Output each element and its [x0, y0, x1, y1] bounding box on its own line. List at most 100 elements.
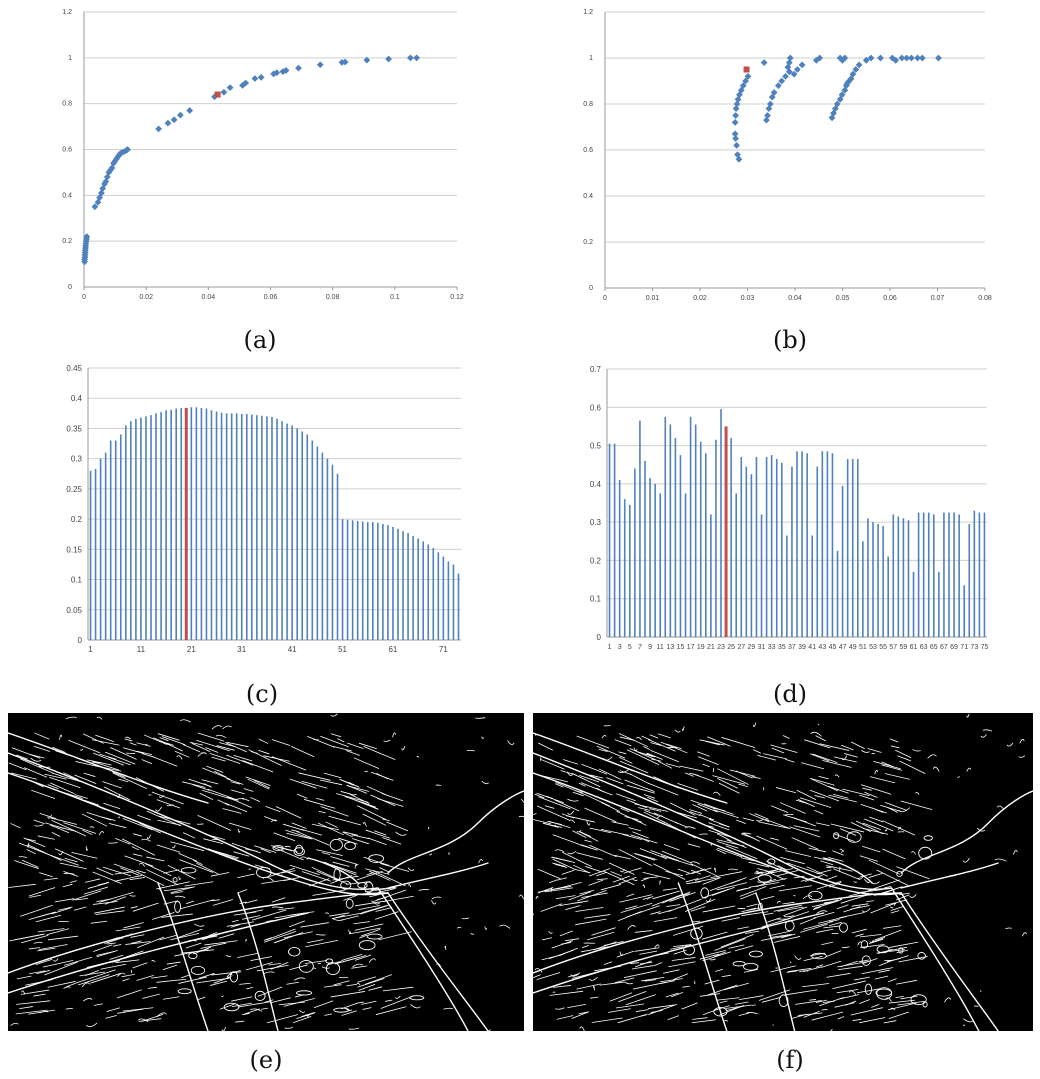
edge-f-edge-stroke — [639, 848, 668, 860]
edge-f-edge-stroke — [980, 734, 987, 738]
edge-e-edge-stroke — [189, 741, 204, 746]
edge-e-edge-stroke — [212, 899, 233, 906]
edge-e-edge-stroke — [263, 937, 272, 941]
edge-f-edge-stroke — [812, 906, 821, 910]
edge-f-edge-loop — [896, 870, 903, 877]
edge-e-edge-stroke — [14, 933, 45, 941]
edge-f-edge-stroke — [629, 748, 656, 761]
edge-e-edge-stroke — [365, 829, 391, 839]
chart-d-bar — [846, 458, 849, 637]
edge-e-edge-stroke — [300, 922, 329, 928]
edge-f-edge-stroke — [740, 857, 755, 862]
edge-e-edge-stroke — [22, 859, 39, 868]
edge-e-edge-stroke — [118, 816, 120, 819]
chart-d-xtick-label: 29 — [748, 644, 756, 651]
edge-e-edge-stroke — [83, 733, 104, 744]
edge-f-edge-stroke — [784, 813, 794, 816]
caption-e: (e) — [249, 1046, 283, 1074]
edge-e-edge-stroke — [265, 806, 281, 813]
edge-f-edge-stroke — [596, 871, 607, 877]
chart-c-bar — [402, 531, 404, 640]
edge-e-edge-stroke — [81, 969, 116, 982]
edge-e-edge-stroke — [337, 738, 345, 743]
chart-c-ytick-label: 0.4 — [71, 394, 83, 403]
edge-f-edge-stroke — [575, 907, 604, 912]
edge-e-edge-stroke — [340, 915, 359, 921]
edge-f-edge-stroke — [852, 1018, 862, 1021]
edge-e-edge-stroke — [214, 770, 227, 778]
edge-f-edge-stroke — [863, 828, 889, 835]
edge-f-edge-stroke — [757, 755, 776, 761]
chart-c-bar — [114, 440, 117, 640]
edge-e-edge-stroke — [362, 1007, 372, 1010]
chart-c: 0 0.05 0.1 0.15 0.2 0.25 0.3 0.35 0.4 0.45 1 11 21 31… — [0, 358, 520, 658]
edge-e-edge-stroke — [170, 886, 196, 894]
edge-e-edge-stroke — [221, 1026, 226, 1032]
edge-f-edge-stroke — [538, 796, 571, 810]
edge-f-edge-stroke — [862, 787, 872, 791]
edge-e-edge-stroke — [137, 814, 151, 821]
edge-e-edge-stroke — [92, 901, 118, 905]
edge-e-edge-stroke — [33, 942, 43, 944]
edge-f-edge-stroke — [797, 799, 815, 807]
chart-d-bar — [806, 453, 808, 637]
edge-f-edge-stroke — [881, 761, 894, 768]
edge-e-edge-stroke — [382, 986, 414, 992]
edge-f-edge-stroke — [754, 813, 769, 820]
edge-e-edge-stroke — [179, 899, 215, 910]
edge-f-edge-stroke — [653, 962, 663, 967]
edge-e-edge-stroke — [181, 781, 206, 788]
edge-e-edge-stroke — [69, 880, 77, 883]
edge-f-edge-stroke — [699, 739, 725, 746]
edge-f-edge-stroke — [567, 851, 576, 855]
edge-f-edge-stroke — [694, 875, 711, 881]
edge-f-edge-stroke — [663, 821, 696, 839]
chart-d-xtick-label: 39 — [798, 644, 806, 651]
edge-f-edge-stroke — [596, 745, 626, 759]
edge-f-edge-stroke — [625, 994, 656, 1006]
edge-f-edge-stroke — [699, 814, 713, 821]
chart-c-bar — [175, 408, 178, 640]
caption-c: (c) — [245, 680, 279, 708]
edge-f-edge-stroke — [1006, 742, 1014, 747]
edge-e-edge-stroke — [263, 931, 296, 943]
edge-f-edge-stroke — [589, 996, 599, 999]
edge-image-f — [525, 713, 1034, 1034]
edge-f-edge-stroke — [532, 752, 893, 890]
edge-e-edge-stroke — [387, 862, 489, 889]
chart-c-bar — [130, 421, 132, 640]
edge-e-edge-stroke — [307, 736, 335, 748]
edge-e-edge-stroke — [29, 753, 45, 759]
caption-b: (b) — [772, 326, 808, 354]
chart-d-bar — [760, 514, 763, 637]
edge-f-edge-stroke — [783, 814, 808, 823]
edge-f-edge-stroke — [718, 823, 730, 828]
edge-f-edge-stroke — [869, 776, 895, 784]
edge-e-edge-stroke — [383, 739, 391, 742]
edge-f-edge-stroke — [667, 1015, 679, 1020]
edge-e-edge-loop — [325, 962, 341, 976]
edge-f-edge-stroke — [717, 997, 740, 1001]
chart-c-bar — [99, 458, 102, 640]
edge-f-edge-stroke — [650, 850, 680, 861]
edge-e-edge-stroke — [300, 828, 323, 836]
chart-b-point — [731, 119, 739, 126]
edge-f-edge-stroke — [760, 895, 775, 901]
edge-f-edge-stroke — [868, 873, 883, 878]
edge-e-edge-stroke — [365, 887, 397, 893]
edge-e-edge-stroke — [358, 984, 376, 991]
edge-e-edge-stroke — [243, 788, 254, 792]
edge-e-edge-stroke — [282, 823, 305, 831]
edge-e-edge-stroke — [180, 719, 191, 723]
edge-f-edge-stroke — [821, 960, 842, 968]
edge-e-edge-stroke — [348, 792, 357, 796]
edge-f-edge-stroke — [794, 955, 802, 960]
chart-c-bar — [407, 533, 409, 640]
edge-f-edge-loop — [860, 940, 869, 949]
chart-a-point — [242, 79, 250, 87]
edge-f-edge-stroke — [593, 985, 595, 991]
edge-e-edge-loop — [295, 844, 304, 855]
edge-e-edge-stroke — [92, 871, 122, 884]
edge-f-edge-stroke — [656, 815, 664, 820]
edge-e-edge-loop — [333, 868, 341, 882]
